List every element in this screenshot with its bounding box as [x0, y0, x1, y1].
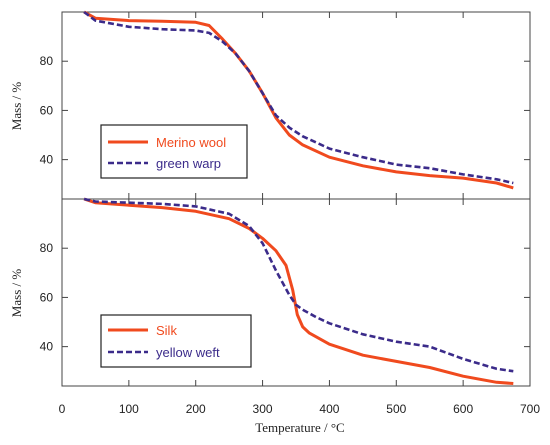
- bottom-plot-frame: [61, 198, 531, 387]
- x-tick-label-100: 100: [119, 402, 139, 416]
- bottom-series-group: [83, 197, 514, 385]
- series-line-green-warp: [83, 10, 514, 185]
- x-tick-label-700: 700: [520, 402, 540, 416]
- x-tick-label-0: 0: [59, 402, 66, 416]
- bottom-y-tick-label-40: 40: [40, 340, 54, 354]
- x-tick-label-200: 200: [186, 402, 206, 416]
- bottom-legend: Silk yellow weft: [100, 314, 252, 368]
- top-y-tick-label-60: 60: [40, 103, 54, 117]
- top-panel: 40 60 80 Mass / % Merino wool green warp: [9, 10, 531, 200]
- top-legend-label-merino-wool: Merino wool: [156, 135, 226, 150]
- top-legend-label-green-warp: green warp: [156, 156, 221, 171]
- bottom-y-tick-label-80: 80: [40, 241, 54, 255]
- top-y-tick-label-40: 40: [40, 153, 54, 167]
- top-legend-box: [100, 124, 248, 179]
- bottom-legend-box: [100, 314, 252, 368]
- x-tick-label-300: 300: [253, 402, 273, 416]
- bottom-y-tick-label-60: 60: [40, 290, 54, 304]
- top-y-tick-labels: 40 60 80: [40, 54, 54, 166]
- x-axis-label: Temperature / °C: [255, 420, 344, 435]
- top-series-group: [83, 10, 514, 190]
- top-y-tick-label-80: 80: [40, 54, 54, 68]
- top-axis-ticks: [61, 12, 531, 199]
- x-tick-label-600: 600: [453, 402, 473, 416]
- series-line-merino-wool: [83, 10, 514, 190]
- bottom-tick-labels: 40 60 80 0 100 200 300 400 500 600 700: [40, 241, 541, 416]
- bottom-legend-label-silk: Silk: [156, 323, 177, 338]
- series-line-silk: [83, 197, 514, 385]
- top-legend: Merino wool green warp: [100, 124, 248, 179]
- bottom-legend-label-yellow-weft: yellow weft: [156, 345, 220, 360]
- x-tick-label-500: 500: [386, 402, 406, 416]
- bottom-y-axis-label: Mass / %: [9, 269, 24, 318]
- series-line-yellow-weft: [83, 197, 514, 373]
- bottom-panel: 40 60 80 0 100 200 300 400 500 600 700 Mass / % Te…: [9, 197, 541, 435]
- x-tick-label-400: 400: [319, 402, 339, 416]
- top-y-axis-label: Mass / %: [9, 82, 24, 131]
